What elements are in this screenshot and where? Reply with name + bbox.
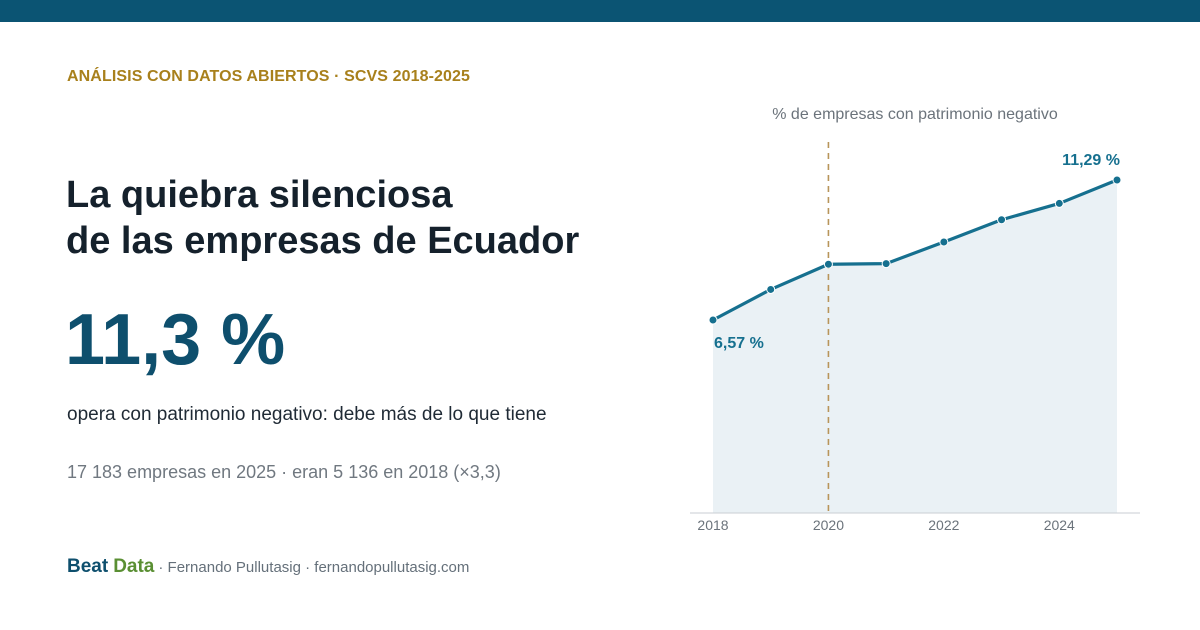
- data-point-2025: [1112, 175, 1122, 185]
- big-stat-value: 11,3 %: [65, 300, 286, 380]
- data-point-2023: [997, 215, 1007, 225]
- data-label-2025: 11,29 %: [1062, 152, 1120, 169]
- data-point-2024: [1054, 198, 1064, 208]
- stat-note: 17 183 empresas en 2025 · eran 5 136 en …: [67, 462, 501, 482]
- x-tick-label-2018: 2018: [697, 517, 728, 533]
- series-line: [711, 178, 1119, 322]
- stat-description: opera con patrimonio negativo: debe más …: [67, 404, 547, 425]
- data-point-2020: [823, 259, 833, 269]
- x-tick-label-2020: 2020: [813, 517, 844, 533]
- data-point-2019: [766, 284, 776, 294]
- top-bar: [0, 0, 1200, 22]
- x-tick-label-2022: 2022: [928, 517, 959, 533]
- headline-line-1: La quiebra silenciosa: [66, 174, 453, 216]
- data-point-2018: [708, 315, 718, 325]
- data-point-2022: [939, 237, 949, 247]
- chart-area: [713, 180, 1117, 513]
- brand-data: Data: [113, 556, 155, 577]
- x-tick-label-2024: 2024: [1044, 517, 1075, 533]
- chart-svg: 2018 2020 2022 2024 6,57 % 11,29 %: [690, 142, 1140, 533]
- data-label-2018: 6,57 %: [714, 335, 764, 352]
- footer-credits: · Fernando Pullutasig · fernandopullutas…: [158, 559, 470, 576]
- headline-line-2: de las empresas de Ecuador: [66, 220, 580, 262]
- kicker: ANÁLISIS CON DATOS ABIERTOS · SCVS 2018-…: [67, 68, 471, 85]
- chart: % de empresas con patrimonio negativo 20…: [640, 90, 1180, 550]
- chart-title: % de empresas con patrimonio negativo: [772, 106, 1058, 123]
- footer: Beat Data · Fernando Pullutasig · fernan…: [67, 556, 469, 578]
- headline: La quiebra silenciosa de las empresas de…: [66, 172, 666, 264]
- data-point-2021: [881, 259, 891, 269]
- brand-beat: Beat: [67, 556, 109, 577]
